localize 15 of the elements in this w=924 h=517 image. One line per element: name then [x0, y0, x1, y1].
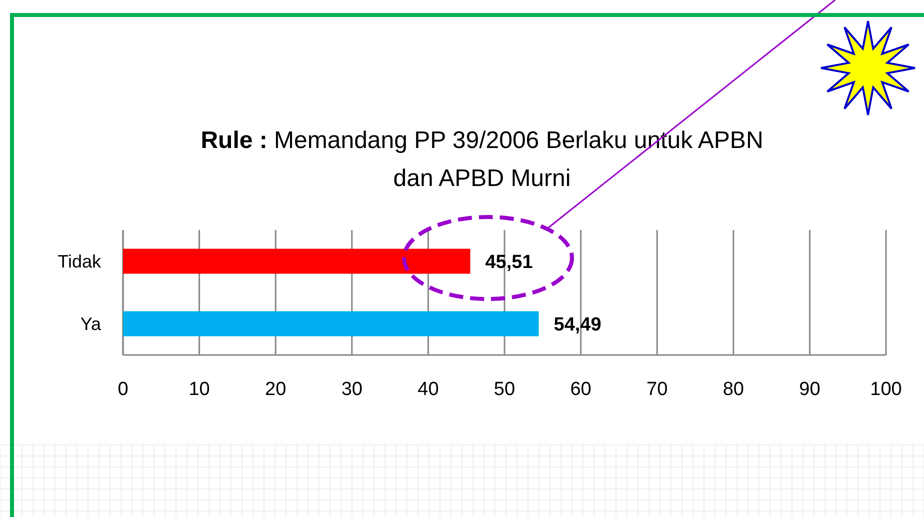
x-tick-label: 80 — [722, 379, 744, 400]
x-tick-label: 60 — [570, 379, 592, 400]
data-label: 54,49 — [554, 314, 602, 336]
x-tick-label: 40 — [418, 379, 439, 400]
x-tick-label: 0 — [118, 379, 128, 400]
x-tick-label: 70 — [646, 379, 668, 400]
y-tick-label: Ya — [80, 314, 102, 334]
x-tick-label: 50 — [494, 379, 516, 400]
data-label: 45,51 — [485, 252, 534, 273]
x-tick-label: 10 — [188, 379, 210, 400]
x-tick-label: 20 — [265, 379, 286, 400]
x-tick-label: 100 — [870, 379, 902, 400]
x-tick-label: 90 — [799, 379, 820, 400]
y-tick-label: Tidak — [58, 252, 102, 272]
x-tick-label: 30 — [341, 379, 362, 400]
